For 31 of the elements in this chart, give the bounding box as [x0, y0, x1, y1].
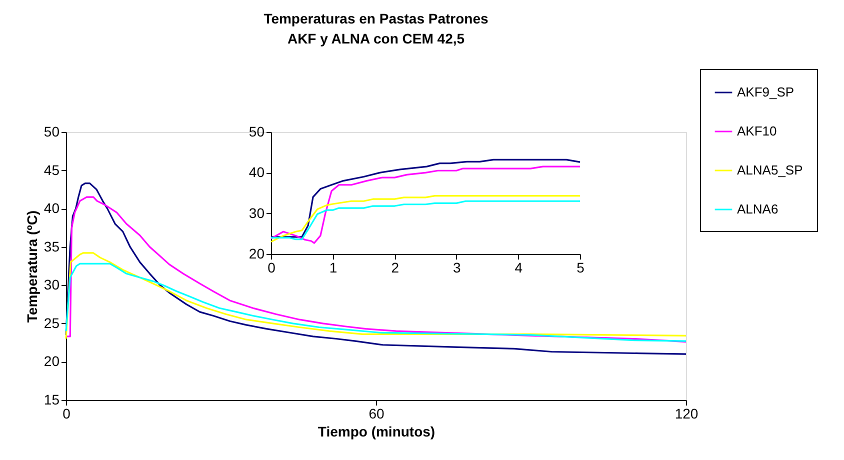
y-tick-label: 15 — [44, 392, 60, 408]
y-tick-label: 45 — [44, 162, 60, 178]
legend-label: AKF10 — [737, 124, 777, 138]
x-tick-label: 60 — [368, 406, 384, 422]
y-axis-title: Temperatura (ºC) — [24, 210, 40, 323]
x-tick-label: 0 — [62, 406, 71, 422]
y-tick-label: 20 — [44, 353, 60, 370]
y-tick-label: 50 — [44, 124, 60, 140]
y-tick-label: 40 — [44, 200, 60, 216]
y-tick-label: 40 — [248, 164, 265, 180]
y-tick-label: 30 — [44, 276, 60, 293]
x-axis-title: Tiempo (minutos) — [318, 424, 436, 440]
x-tick-label: 0 — [268, 260, 276, 276]
x-tick-label: 1 — [329, 260, 338, 276]
x-tick-label: 120 — [674, 406, 698, 422]
y-tick-label: 35 — [44, 238, 60, 254]
line-series — [270, 158, 581, 238]
line-series — [270, 166, 581, 244]
legend-label: ALNA5_SP — [737, 162, 803, 178]
y-tick-label: 25 — [44, 314, 60, 331]
x-tick-label: 5 — [576, 260, 585, 276]
x-tick-label: 4 — [514, 260, 523, 276]
chart-subtitle: AKF y ALNA con CEM 42,5 — [287, 30, 465, 46]
x-tick-label: 2 — [391, 260, 400, 276]
y-tick-label: 50 — [248, 124, 265, 140]
legend-label: ALNA6 — [737, 202, 778, 216]
chart-title: Temperaturas en Pastas Patrones — [264, 10, 489, 26]
x-tick-label: 3 — [453, 260, 461, 276]
legend-label: AKF9_SP — [737, 84, 794, 100]
y-tick-label: 20 — [248, 246, 265, 262]
y-tick-label: 30 — [248, 204, 265, 221]
